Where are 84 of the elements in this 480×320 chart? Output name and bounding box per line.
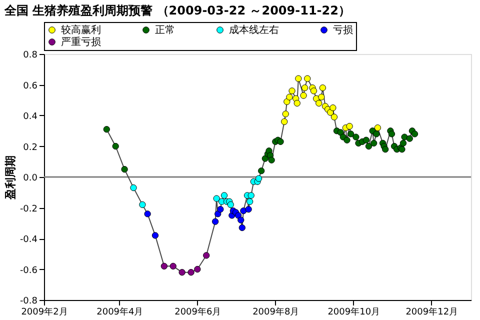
legend-label: 成本线左右 xyxy=(229,24,279,36)
point xyxy=(188,269,194,276)
point xyxy=(318,94,325,100)
point xyxy=(152,232,159,239)
y-tick-label: -0.8 xyxy=(20,296,38,306)
point xyxy=(139,201,146,208)
point xyxy=(330,114,338,120)
point xyxy=(246,198,254,205)
legend-label: 亏损 xyxy=(333,24,353,36)
point xyxy=(300,92,307,99)
point xyxy=(365,142,372,150)
point xyxy=(281,118,288,125)
point xyxy=(346,122,353,130)
point xyxy=(194,266,201,273)
point xyxy=(362,136,370,144)
point xyxy=(213,195,220,202)
point xyxy=(130,184,137,192)
y-tick-label: 0.2 xyxy=(23,142,38,153)
point xyxy=(382,146,389,153)
point xyxy=(295,75,302,82)
point xyxy=(112,142,119,150)
point xyxy=(374,124,382,132)
point xyxy=(344,136,350,144)
point xyxy=(347,130,354,138)
point xyxy=(330,104,336,112)
point xyxy=(178,269,186,276)
point xyxy=(245,206,252,213)
point xyxy=(227,201,234,208)
point xyxy=(304,75,311,82)
point xyxy=(121,166,128,173)
point xyxy=(170,262,176,270)
point xyxy=(103,126,110,133)
point xyxy=(234,212,242,219)
point xyxy=(203,252,210,259)
point xyxy=(411,130,418,138)
y-tick-label: 0.4 xyxy=(23,112,38,122)
point xyxy=(160,262,168,270)
point xyxy=(268,156,275,164)
y-tick-label: -0.6 xyxy=(20,266,38,276)
point xyxy=(248,192,254,199)
point xyxy=(238,216,244,224)
point xyxy=(288,88,296,94)
point xyxy=(406,135,413,142)
point xyxy=(301,84,308,92)
x-tick-label: 2009年6月 xyxy=(174,306,222,318)
y-tick-label: -0.4 xyxy=(20,235,38,245)
point xyxy=(214,210,222,218)
point xyxy=(282,110,289,118)
y-tick-label: 0.6 xyxy=(23,81,38,92)
x-tick-label: 2009年4月 xyxy=(96,306,144,318)
point xyxy=(370,140,378,146)
legend-label: 正常 xyxy=(155,24,175,36)
x-tick-label: 2009年2月 xyxy=(21,306,68,318)
chart-title: 全国 生猪养殖盈利周期预警 （2009-03-22 ～2009-11-22） xyxy=(3,4,350,18)
point xyxy=(144,210,151,218)
point xyxy=(217,206,224,213)
y-tick-label: 0.8 xyxy=(23,50,38,60)
point xyxy=(277,138,284,145)
x-tick-label: 2009年10月 xyxy=(328,306,380,318)
point xyxy=(240,208,247,214)
point xyxy=(310,88,318,94)
point xyxy=(258,168,265,174)
point xyxy=(220,192,228,199)
point xyxy=(337,129,344,136)
point xyxy=(319,84,326,92)
y-tick-label: -0.2 xyxy=(20,204,38,214)
point xyxy=(400,140,407,146)
point xyxy=(388,130,396,138)
point xyxy=(373,130,380,138)
x-tick-label: 2009年8月 xyxy=(252,306,300,318)
legend-label: 严重亏损 xyxy=(61,36,101,48)
point xyxy=(284,98,290,105)
point xyxy=(212,218,219,225)
point xyxy=(286,94,293,100)
point xyxy=(401,134,408,140)
legend-label: 较高赢利 xyxy=(61,24,101,36)
y-tick-label: 0.0 xyxy=(23,174,38,184)
x-tick-label: 2009年12月 xyxy=(406,306,458,318)
point xyxy=(294,100,300,107)
point xyxy=(238,224,246,232)
point xyxy=(255,175,262,182)
point xyxy=(316,100,322,107)
point xyxy=(352,134,360,140)
y-axis-title: 盈利周期 xyxy=(4,156,17,200)
